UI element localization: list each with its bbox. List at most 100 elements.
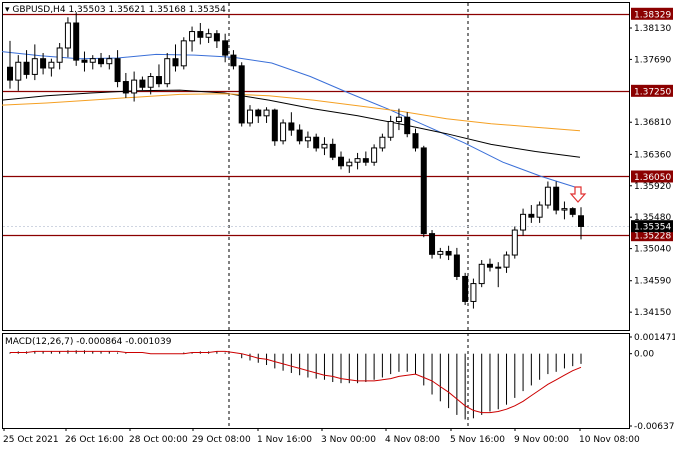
price-tick-label: 1.38130 (634, 24, 671, 34)
candle-body (81, 59, 88, 63)
candle-body (429, 233, 436, 255)
candle-body (197, 31, 204, 38)
candle-body (222, 40, 229, 56)
macd-tick-label: -0.006378 (634, 422, 675, 432)
candle-body (486, 263, 493, 268)
macd-tick-label: 0.001471 (634, 333, 675, 343)
candle-body (164, 58, 171, 85)
macd-panel-frame (2, 333, 630, 429)
candle-body (544, 186, 551, 206)
time-tick-label: 9 Nov 00:00 (514, 435, 569, 445)
candle-body (56, 47, 63, 63)
macd-header: MACD(12,26,7) -0.000864 -0.001039 (5, 337, 172, 347)
candle-body (387, 121, 394, 138)
level-tag: 1.37250 (634, 87, 671, 97)
candle-body (404, 116, 411, 135)
candle-body (180, 40, 187, 67)
down-arrow-icon (569, 186, 587, 203)
candle-body (420, 147, 427, 235)
candle-body (379, 136, 386, 149)
candle-body (89, 58, 96, 63)
macd-tick-label: 0.00 (634, 350, 654, 360)
candle-body (280, 122, 287, 142)
candle-body (329, 143, 336, 158)
candle-body (313, 136, 320, 149)
candle-body (553, 186, 560, 211)
candle-body (189, 31, 196, 42)
price-tick-label: 1.36360 (634, 150, 671, 160)
candle-body (445, 250, 452, 256)
ma-line-slow (1, 93, 581, 132)
candles (7, 12, 584, 309)
ma-line-mid (1, 89, 581, 158)
candle-body (271, 109, 278, 142)
price-axis: 1.38130 1.37690 1.36810 1.36360 1.35920 1.354… (629, 24, 671, 318)
candle-body (536, 204, 543, 218)
candle-body (106, 58, 113, 65)
candle-body (371, 147, 378, 163)
candle-body (437, 250, 444, 255)
candle-body (462, 275, 469, 302)
candle-body (528, 213, 535, 218)
price-tick-label: 1.35040 (634, 245, 671, 255)
candle-body (321, 143, 328, 149)
candle-body (40, 58, 47, 69)
candle-body (478, 263, 485, 285)
level-tag-box (631, 84, 673, 97)
candle-body (338, 156, 345, 167)
candle-body (98, 58, 105, 65)
candle-body (412, 133, 419, 149)
time-tick-label: 3 Nov 00:00 (321, 435, 376, 445)
candle-body (23, 61, 30, 75)
candle-body (238, 65, 245, 124)
level-tag-box (631, 170, 673, 183)
time-axis: 25 Oct 2021 26 Oct 16:00 28 Oct 00:00 29 Oc… (3, 428, 640, 445)
candle-body (73, 22, 80, 61)
candle-body (131, 79, 138, 94)
candle-body (304, 136, 311, 142)
candle-body (172, 58, 179, 67)
candle-body (296, 129, 303, 142)
candle-body (64, 22, 71, 49)
time-tick-label: 10 Nov 08:00 (579, 435, 640, 445)
time-tick-label: 25 Oct 2021 (3, 435, 59, 445)
time-tick-label: 4 Nov 08:00 (385, 435, 440, 445)
candle-body (470, 283, 477, 302)
candle-body (15, 61, 22, 81)
candle-body (213, 33, 220, 42)
time-tick-label: 29 Oct 08:00 (192, 435, 251, 445)
level-tag: 1.35228 (634, 232, 671, 242)
macd-signal-line (10, 350, 582, 414)
current-price-tag: 1.35354 (634, 223, 671, 233)
candle-body (346, 161, 353, 167)
candle-body (255, 109, 262, 117)
time-tick-label: 1 Nov 16:00 (257, 435, 312, 445)
candle-body (503, 254, 510, 268)
candle-body (354, 158, 361, 163)
price-tick-label: 1.34590 (634, 277, 671, 287)
current-price-tag-box (631, 220, 673, 233)
candle-body (511, 229, 518, 256)
main-panel-frame (2, 2, 630, 331)
level-tag: 1.36050 (634, 173, 671, 183)
candle-body (230, 54, 237, 67)
symbol-ohlc-header: ▾ GBPUSD,H4 1.35503 1.35621 1.35168 1.35… (5, 5, 226, 15)
candle-body (139, 79, 146, 88)
time-tick-label: 26 Oct 16:00 (65, 435, 124, 445)
time-tick-label: 5 Nov 16:00 (450, 435, 505, 445)
candle-body (147, 76, 154, 88)
candle-body (561, 208, 568, 211)
candle-body (246, 109, 253, 124)
price-tick-label: 1.37690 (634, 55, 671, 65)
level-tag-box (631, 7, 673, 20)
candle-body (569, 208, 576, 215)
candle-body (205, 33, 212, 38)
candle-body (520, 213, 527, 231)
candle-body (114, 58, 121, 83)
candle-body (122, 81, 129, 94)
price-tick-label: 1.35920 (634, 182, 671, 192)
candle-body (362, 158, 369, 163)
candle-body (578, 215, 584, 227)
